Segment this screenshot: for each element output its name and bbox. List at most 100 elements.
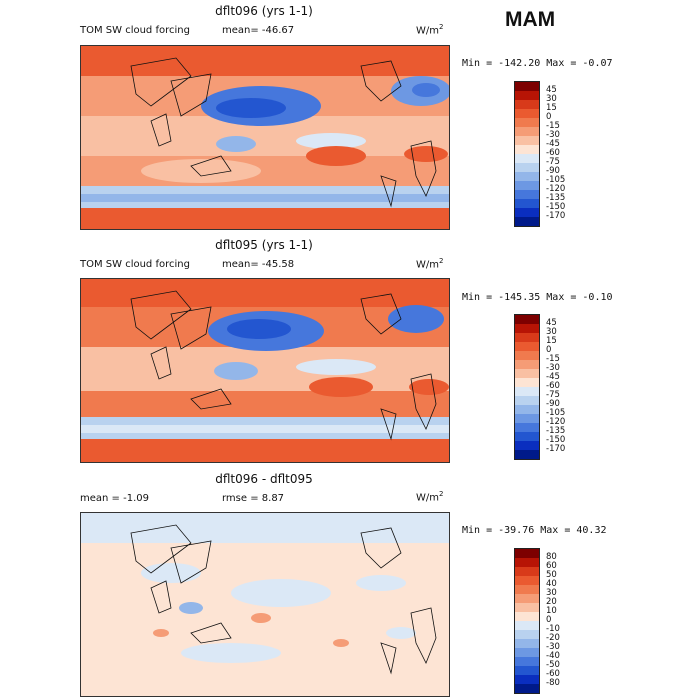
panel-3-minmax: Min = -39.76 Max = 40.32: [462, 525, 607, 536]
colorbar-swatch: [515, 648, 539, 657]
panel-3-rmse-label: rmse = 8.87: [222, 493, 285, 504]
colorbar-tick-label: -150: [546, 434, 566, 445]
colorbar-tick-label: 15: [546, 102, 557, 113]
colorbar-tick-label: -45: [546, 371, 560, 382]
colorbar-tick-label: -105: [546, 407, 566, 418]
colorbar-tick-label: 30: [546, 587, 557, 598]
colorbar-tick-label: -170: [546, 210, 566, 221]
colorbar-tick-label: 40: [546, 578, 557, 589]
colorbar-tick-label: -10: [546, 623, 560, 634]
panel-2-colorbar: [514, 314, 540, 460]
colorbar-tick-label: -120: [546, 416, 566, 427]
colorbar-swatch: [515, 163, 539, 172]
colorbar-swatch: [515, 675, 539, 684]
colorbar-swatch: [515, 594, 539, 603]
colorbar-swatch: [515, 369, 539, 378]
colorbar-swatch: [515, 450, 539, 459]
panel-1-minmax: Min = -142.20 Max = -0.07: [462, 58, 613, 69]
colorbar-swatch: [515, 154, 539, 163]
colorbar-tick-label: -80: [546, 677, 560, 688]
colorbar-tick-label: -150: [546, 201, 566, 212]
colorbar-swatch: [515, 82, 539, 91]
colorbar-swatch: [515, 630, 539, 639]
colorbar-swatch: [515, 315, 539, 324]
colorbar-tick-label: -60: [546, 668, 560, 679]
colorbar-swatch: [515, 145, 539, 154]
colorbar-swatch: [515, 360, 539, 369]
colorbar-tick-label: -170: [546, 443, 566, 454]
colorbar-tick-label: -120: [546, 183, 566, 194]
colorbar-tick-label: -30: [546, 641, 560, 652]
panel-3-map: [80, 512, 450, 697]
colorbar-tick-label: 20: [546, 596, 557, 607]
colorbar-tick-label: -135: [546, 425, 566, 436]
panel-2-minmax: Min = -145.35 Max = -0.10: [462, 292, 613, 303]
colorbar-tick-label: -60: [546, 147, 560, 158]
colorbar-tick-label: -30: [546, 129, 560, 140]
colorbar-tick-label: 45: [546, 84, 557, 95]
colorbar-swatch: [515, 612, 539, 621]
colorbar-tick-label: -45: [546, 138, 560, 149]
colorbar-tick-label: -30: [546, 362, 560, 373]
colorbar-tick-label: -135: [546, 192, 566, 203]
colorbar-tick-label: -40: [546, 650, 560, 661]
colorbar-swatch: [515, 441, 539, 450]
panel-1-units: W/m2: [416, 23, 444, 37]
colorbar-tick-label: 60: [546, 560, 557, 571]
colorbar-swatch: [515, 558, 539, 567]
panel-2-mean-label: mean= -45.58: [222, 259, 295, 270]
panel-3-units: W/m2: [416, 490, 444, 504]
colorbar-swatch: [515, 603, 539, 612]
panel-3-colorbar: [514, 548, 540, 694]
colorbar-swatch: [515, 91, 539, 100]
panel-3-title: dflt096 - dflt095: [215, 472, 313, 486]
colorbar-swatch: [515, 387, 539, 396]
colorbar-swatch: [515, 127, 539, 136]
colorbar-swatch: [515, 190, 539, 199]
colorbar-swatch: [515, 136, 539, 145]
colorbar-tick-label: -20: [546, 632, 560, 643]
panel-1-map: [80, 45, 450, 230]
colorbar-swatch: [515, 432, 539, 441]
colorbar-swatch: [515, 199, 539, 208]
colorbar-swatch: [515, 666, 539, 675]
panel-1-variable-label: TOM SW cloud forcing: [80, 25, 190, 36]
panel-3-mean-label: mean = -1.09: [80, 493, 149, 504]
colorbar-swatch: [515, 423, 539, 432]
colorbar-swatch: [515, 342, 539, 351]
colorbar-tick-label: 0: [546, 344, 552, 355]
panel-2-map: [80, 278, 450, 463]
colorbar-tick-label: 0: [546, 614, 552, 625]
colorbar-swatch: [515, 351, 539, 360]
colorbar-swatch: [515, 621, 539, 630]
colorbar-tick-label: -90: [546, 165, 560, 176]
panel-1-title: dflt096 (yrs 1-1): [215, 4, 313, 18]
colorbar-swatch: [515, 100, 539, 109]
colorbar-tick-label: 15: [546, 335, 557, 346]
colorbar-swatch: [515, 396, 539, 405]
colorbar-tick-label: 30: [546, 93, 557, 104]
colorbar-tick-label: -90: [546, 398, 560, 409]
colorbar-swatch: [515, 585, 539, 594]
colorbar-swatch: [515, 549, 539, 558]
colorbar-swatch: [515, 684, 539, 693]
colorbar-tick-label: 10: [546, 605, 557, 616]
colorbar-swatch: [515, 208, 539, 217]
colorbar-swatch: [515, 181, 539, 190]
colorbar-tick-label: -50: [546, 659, 560, 670]
colorbar-tick-label: -75: [546, 389, 560, 400]
colorbar-swatch: [515, 405, 539, 414]
colorbar-swatch: [515, 217, 539, 226]
colorbar-swatch: [515, 414, 539, 423]
colorbar-tick-label: 50: [546, 569, 557, 580]
colorbar-tick-label: 0: [546, 111, 552, 122]
colorbar-tick-label: -15: [546, 120, 560, 131]
colorbar-swatch: [515, 576, 539, 585]
colorbar-tick-label: -75: [546, 156, 560, 167]
colorbar-swatch: [515, 109, 539, 118]
colorbar-tick-label: 30: [546, 326, 557, 337]
colorbar-swatch: [515, 118, 539, 127]
colorbar-swatch: [515, 324, 539, 333]
colorbar-tick-label: 45: [546, 317, 557, 328]
panel-2-units: W/m2: [416, 257, 444, 271]
